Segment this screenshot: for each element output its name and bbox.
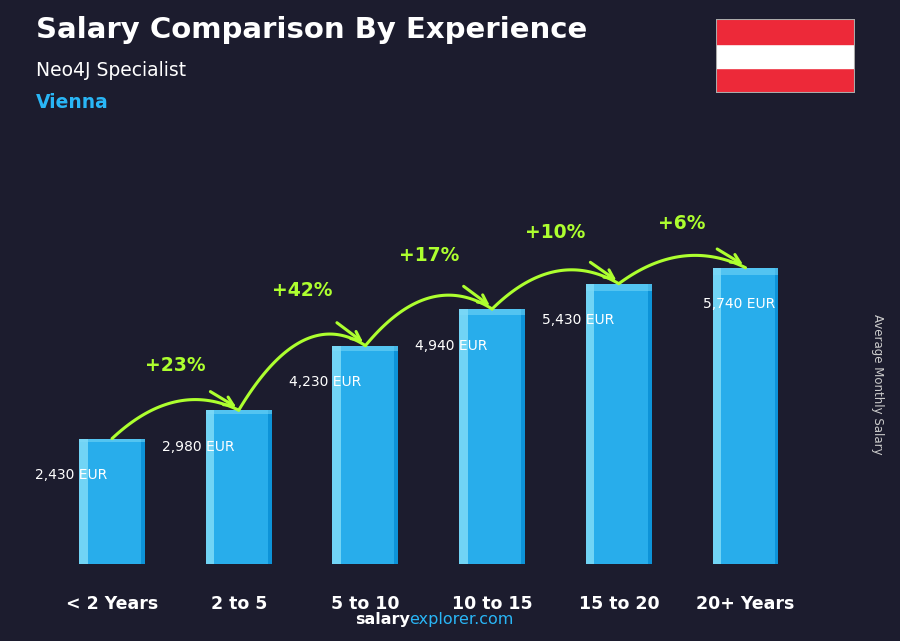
Bar	[79, 438, 145, 442]
Bar	[713, 268, 721, 564]
Text: Average Monthly Salary: Average Monthly Salary	[871, 314, 884, 455]
Bar	[79, 438, 87, 564]
Bar	[648, 284, 652, 564]
Bar	[586, 284, 594, 564]
Bar	[332, 345, 399, 564]
Bar	[141, 438, 145, 564]
Bar	[206, 410, 272, 414]
Text: 15 to 20: 15 to 20	[579, 595, 659, 613]
Text: < 2 Years: < 2 Years	[66, 595, 158, 613]
Bar	[775, 268, 778, 564]
Text: 5,740 EUR: 5,740 EUR	[703, 297, 775, 312]
Text: 4,230 EUR: 4,230 EUR	[289, 376, 361, 389]
Bar	[713, 268, 778, 275]
Bar	[459, 309, 468, 564]
Bar	[332, 345, 341, 564]
Bar	[521, 309, 525, 564]
Bar	[206, 410, 272, 564]
Text: 5 to 10: 5 to 10	[331, 595, 400, 613]
Bar	[586, 284, 652, 291]
Text: +6%: +6%	[659, 213, 706, 233]
Text: Vienna: Vienna	[36, 93, 109, 112]
Text: explorer.com: explorer.com	[410, 612, 514, 627]
Bar	[267, 410, 272, 564]
Bar	[332, 345, 399, 351]
Bar	[459, 309, 525, 564]
FancyBboxPatch shape	[716, 69, 855, 93]
Bar	[713, 268, 778, 564]
Text: Neo4J Specialist: Neo4J Specialist	[36, 61, 186, 80]
Bar	[206, 410, 214, 564]
Text: 5,430 EUR: 5,430 EUR	[542, 313, 615, 328]
Bar	[394, 345, 399, 564]
Text: Salary Comparison By Experience: Salary Comparison By Experience	[36, 16, 587, 44]
FancyBboxPatch shape	[716, 19, 855, 44]
Text: 2,980 EUR: 2,980 EUR	[162, 440, 234, 454]
Text: 2 to 5: 2 to 5	[211, 595, 267, 613]
Bar	[79, 438, 145, 564]
Text: 4,940 EUR: 4,940 EUR	[416, 338, 488, 353]
Text: +17%: +17%	[399, 246, 459, 265]
Text: salary: salary	[355, 612, 410, 627]
Text: +10%: +10%	[526, 223, 586, 242]
Text: +23%: +23%	[145, 356, 206, 375]
Bar	[459, 309, 525, 315]
Text: +42%: +42%	[272, 281, 332, 300]
FancyBboxPatch shape	[716, 44, 855, 69]
Text: 20+ Years: 20+ Years	[697, 595, 795, 613]
Text: 2,430 EUR: 2,430 EUR	[35, 469, 108, 482]
Bar	[586, 284, 652, 564]
Text: 10 to 15: 10 to 15	[452, 595, 533, 613]
